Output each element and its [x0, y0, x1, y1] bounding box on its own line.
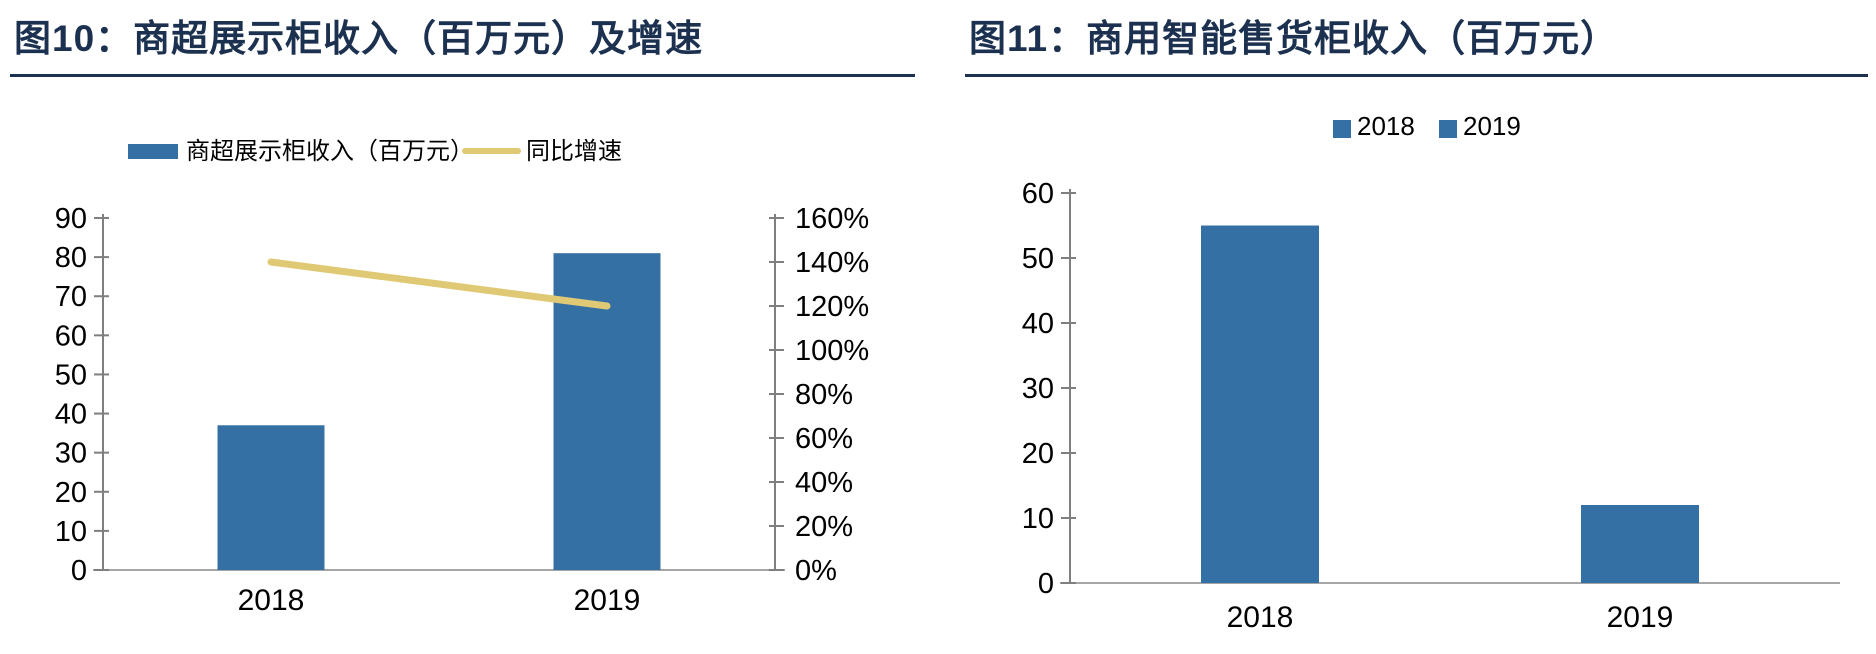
y-axis-tick-label: 0 [71, 555, 87, 587]
y-axis-tick-label: 40 [1022, 308, 1054, 340]
legend-label-2018: 2018 [1357, 111, 1415, 141]
x-axis-label-2018: 2018 [238, 584, 305, 617]
secondary-y-axis-tick-label: 140% [795, 247, 869, 279]
figure-10: 图10：商超展示柜收入（百万元）及增速 商超展示柜收入（百万元） 同比增速 90 80… [10, 0, 915, 654]
figure-11-chart: 2018 2019 60 50 40 30 20 10 0 2018 2019 [1022, 111, 1840, 634]
secondary-y-axis-tick-label: 20% [795, 511, 853, 543]
legend-swatch-2019 [1439, 120, 1457, 138]
y-axis-tick-label: 90 [55, 203, 87, 235]
y-axis-tick-label: 50 [55, 359, 87, 391]
figure-11-title: 图11：商用智能售货柜收入（百万元） [965, 0, 1868, 77]
legend-bar-label: 商超展示柜收入（百万元） [186, 138, 474, 165]
figure-11: 图11：商用智能售货柜收入（百万元） 2018 2019 60 50 40 30 20 10 0… [965, 0, 1868, 654]
secondary-y-axis-tick-label: 60% [795, 423, 853, 455]
legend-swatch-2018 [1333, 120, 1351, 138]
x-axis-label-2018: 2018 [1227, 601, 1294, 634]
secondary-y-axis-tick-label: 160% [795, 203, 869, 235]
legend-bar-swatch [128, 144, 178, 159]
x-axis-label-2019: 2019 [574, 584, 641, 617]
y-axis-tick-label: 20 [1022, 438, 1054, 470]
x-axis-label-2019: 2019 [1607, 601, 1674, 634]
y-axis-tick-label: 70 [55, 281, 87, 313]
y-axis-tick-label: 10 [55, 516, 87, 548]
legend-label-2019: 2019 [1463, 111, 1521, 141]
figure-10-chart: 商超展示柜收入（百万元） 同比增速 90 80 70 60 50 40 30 20 10 0 160% 1… [55, 138, 869, 617]
y-axis-tick-label: 10 [1022, 503, 1054, 535]
y-axis-tick-label: 60 [1022, 178, 1054, 210]
y-axis-tick-label: 50 [1022, 243, 1054, 275]
growth-line [267, 258, 611, 310]
bar-2019 [1581, 505, 1699, 583]
secondary-y-axis-tick-label: 100% [795, 335, 869, 367]
y-axis-tick-label: 60 [55, 320, 87, 352]
secondary-y-axis-tick-label: 40% [795, 467, 853, 499]
secondary-y-axis-tick-label: 80% [795, 379, 853, 411]
y-axis-tick-label: 20 [55, 477, 87, 509]
secondary-y-axis-tick-label: 0% [795, 555, 837, 587]
y-axis-tick-label: 0 [1038, 568, 1054, 600]
figure-10-title: 图10：商超展示柜收入（百万元）及增速 [10, 0, 915, 77]
y-axis-tick-label: 40 [55, 399, 87, 431]
y-axis-tick-label: 30 [1022, 373, 1054, 405]
y-axis-tick-label: 80 [55, 242, 87, 274]
secondary-y-axis-tick-label: 120% [795, 291, 869, 323]
legend-line-label: 同比增速 [526, 138, 622, 165]
bar-2018 [217, 425, 325, 570]
y-axis-tick-label: 30 [55, 438, 87, 470]
bar-2018 [1201, 225, 1319, 583]
